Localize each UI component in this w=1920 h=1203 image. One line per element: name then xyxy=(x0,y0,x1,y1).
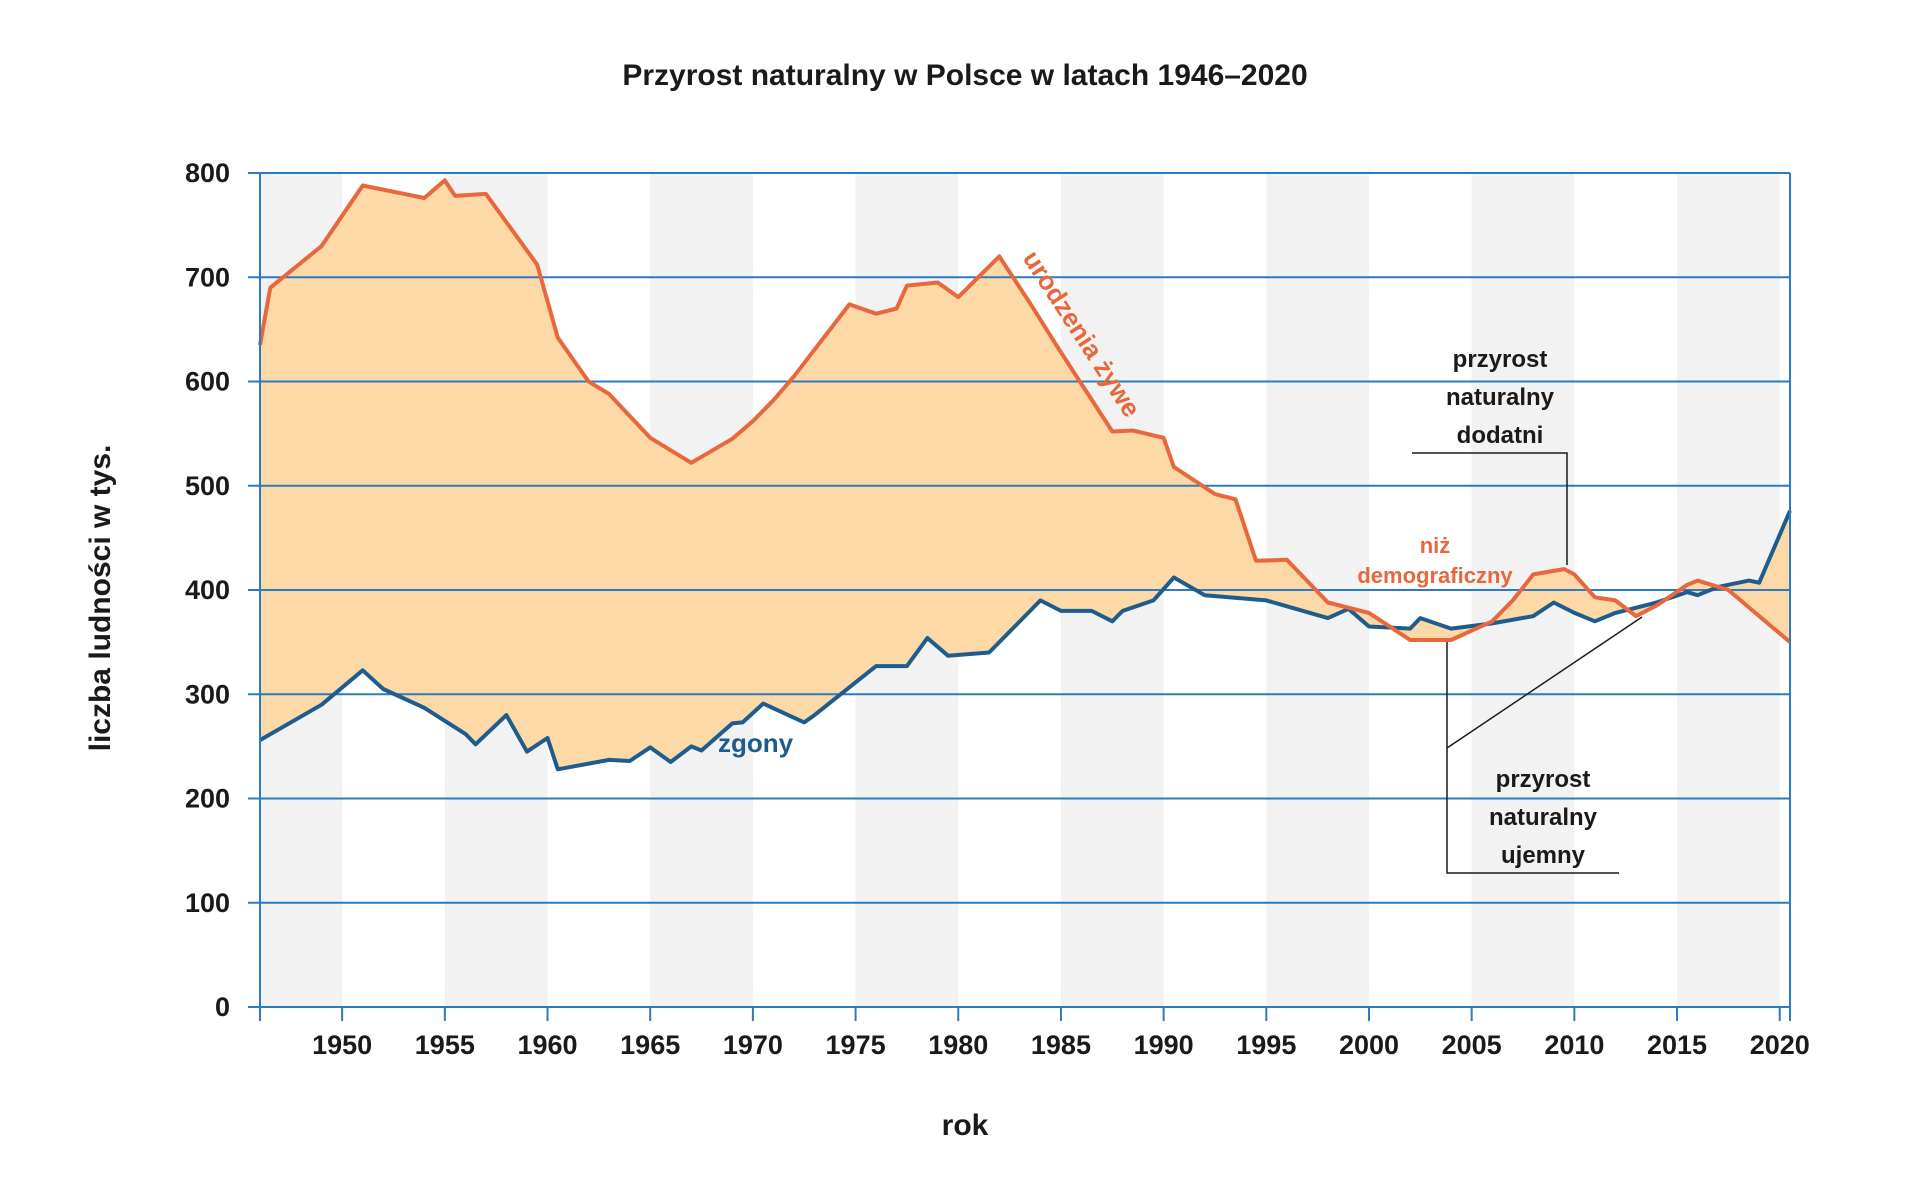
y-tick-label-0: 0 xyxy=(215,992,230,1022)
annotation-positive-line1: przyrost xyxy=(1453,346,1548,373)
annotation-negative-growth: przyrost naturalny ujemny xyxy=(1446,616,1643,874)
annotation-positive-line2: naturalny xyxy=(1446,384,1555,411)
x-tick-label-1985: 1985 xyxy=(1031,1030,1091,1060)
x-tick-label-2010: 2010 xyxy=(1544,1030,1604,1060)
annotation-negative-line1: przyrost xyxy=(1496,766,1591,793)
axes xyxy=(248,172,1791,1021)
x-tick-labels: 1950 1955 1960 1965 1970 1975 1980 1985 1990 1995… xyxy=(312,1030,1810,1060)
annotation-negative-line3: ujemny xyxy=(1501,842,1586,869)
x-tick-label-1995: 1995 xyxy=(1236,1030,1296,1060)
y-tick-label-500: 500 xyxy=(185,471,230,501)
y-tick-labels: 0 100 200 300 400 500 600 700 800 xyxy=(185,158,230,1022)
annotation-positive-line3: dodatni xyxy=(1457,422,1544,449)
x-tick-label-2005: 2005 xyxy=(1442,1030,1502,1060)
x-tick-label-1980: 1980 xyxy=(928,1030,988,1060)
annotation-positive-growth: przyrost naturalny dodatni xyxy=(1412,346,1568,565)
y-tick-label-600: 600 xyxy=(185,367,230,397)
x-tick-label-1960: 1960 xyxy=(517,1030,577,1060)
natural-growth-area xyxy=(260,180,1790,770)
annotation-low-line1: niż xyxy=(1420,533,1451,558)
annotation-low-line2: demograficzny xyxy=(1357,563,1513,588)
y-tick-label-800: 800 xyxy=(185,158,230,188)
x-tick-label-1950: 1950 xyxy=(312,1030,372,1060)
y-tick-label-200: 200 xyxy=(185,784,230,814)
y-tick-label-700: 700 xyxy=(185,262,230,292)
x-tick-label-2000: 2000 xyxy=(1339,1030,1399,1060)
x-tick-label-1970: 1970 xyxy=(723,1030,783,1060)
chart-title: Przyrost naturalny w Polsce w latach 194… xyxy=(622,59,1307,92)
gridlines xyxy=(260,172,1790,904)
x-tick-label-2015: 2015 xyxy=(1647,1030,1707,1060)
x-tick-label-2020: 2020 xyxy=(1750,1030,1810,1060)
x-tick-label-1965: 1965 xyxy=(620,1030,680,1060)
y-tick-label-400: 400 xyxy=(185,575,230,605)
x-axis-label: rok xyxy=(942,1109,989,1142)
x-tick-label-1955: 1955 xyxy=(415,1030,475,1060)
y-axis-label: liczba ludności w tys. xyxy=(84,445,117,752)
annotation-positive-leader xyxy=(1412,452,1568,565)
x-tick-label-1975: 1975 xyxy=(826,1030,886,1060)
y-tick-label-300: 300 xyxy=(185,679,230,709)
annotation-negative-line2: naturalny xyxy=(1489,804,1598,831)
annotation-negative-leader xyxy=(1446,642,1619,874)
y-tick-label-100: 100 xyxy=(185,888,230,918)
annotation-demographic-low: niż demograficzny xyxy=(1357,533,1513,588)
x-tick-label-1990: 1990 xyxy=(1134,1030,1194,1060)
annotation-negative-leader-diagonal xyxy=(1446,616,1643,749)
series-line-zgony xyxy=(259,510,1792,772)
deaths-series-label: zgony xyxy=(718,728,794,758)
series-line-urodzenia xyxy=(258,178,1792,644)
